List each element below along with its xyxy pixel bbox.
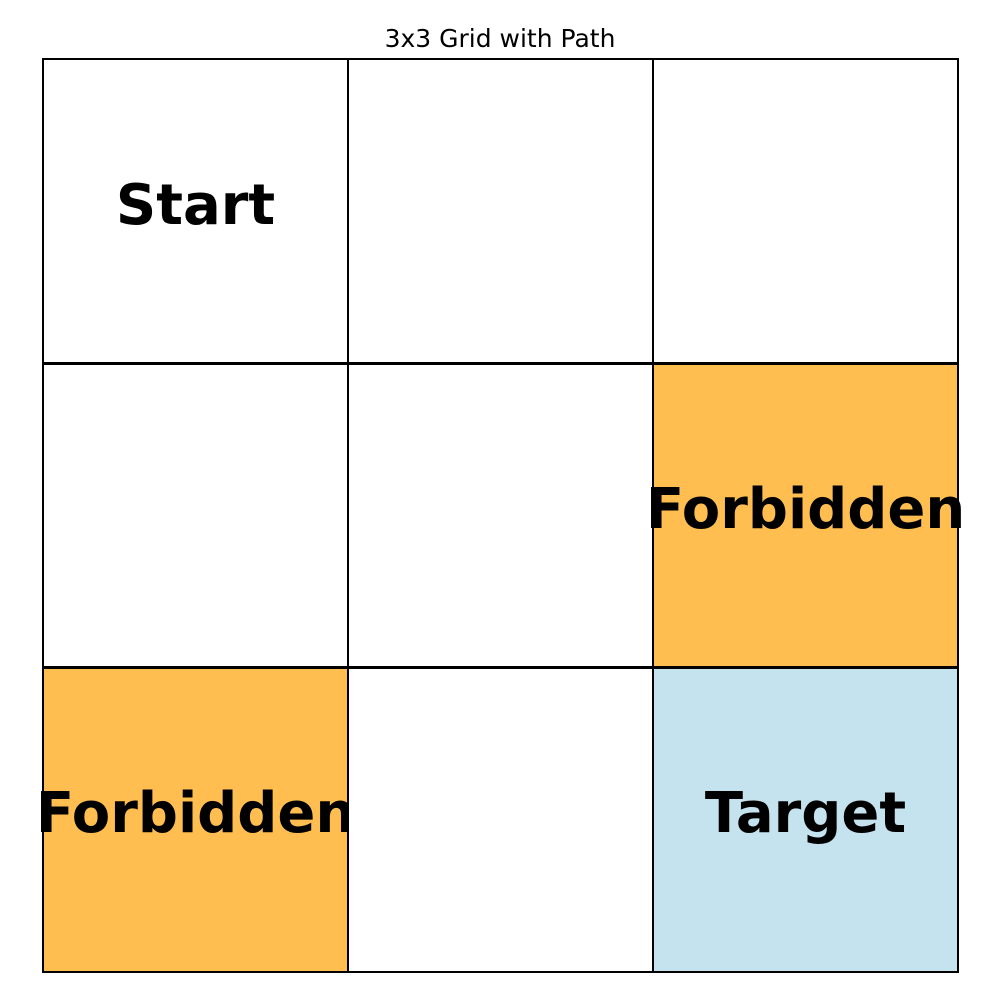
grid-cell-empty-r0c2 — [653, 59, 958, 364]
grid-cell-forbidden-r2c0: Forbidden — [36, 667, 355, 972]
grid: Start Forbidden Forbidden Target — [36, 57, 965, 974]
diagram-title: 3x3 Grid with Path — [384, 24, 616, 53]
grid-line-horizontal — [41, 666, 960, 669]
grid-line-vertical — [956, 57, 960, 974]
cell-label: Target — [704, 781, 907, 847]
grid-line-horizontal — [41, 57, 960, 61]
grid-cell-empty-r1c0 — [43, 363, 348, 668]
cell-label: Forbidden — [35, 781, 356, 847]
grid-line-vertical — [41, 57, 45, 974]
cell-label: Forbidden — [645, 476, 966, 542]
grid-line-horizontal — [41, 970, 960, 974]
grid-cell-empty-r1c1 — [348, 363, 653, 668]
cell-label: Start — [115, 172, 276, 238]
grid-cell-empty-r2c1 — [348, 667, 653, 972]
grid-cell-start-r0c0: Start — [43, 59, 348, 364]
grid-line-vertical — [346, 57, 350, 974]
grid-cell-empty-r0c1 — [348, 59, 653, 364]
grid-line-vertical — [651, 57, 655, 974]
grid-cell-target-r2c2: Target — [653, 667, 958, 972]
grid-cell-forbidden-r1c2: Forbidden — [646, 363, 965, 668]
grid-line-horizontal — [41, 362, 960, 365]
